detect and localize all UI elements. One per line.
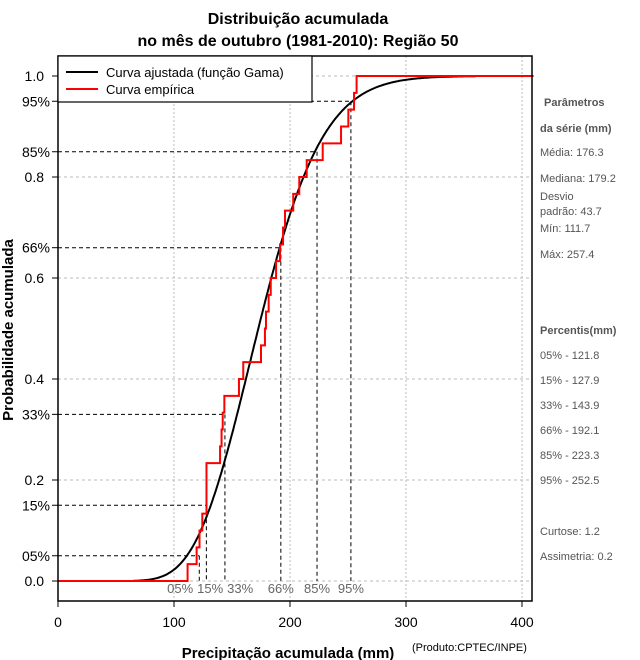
plot-frame <box>57 55 533 602</box>
y-tick-label: 0.8 <box>25 169 45 185</box>
x-tick-label: 200 <box>278 614 302 630</box>
y-tick-label: 0.4 <box>25 371 45 387</box>
param-min: Mín: 111.7 <box>540 223 590 235</box>
y-tick-label: 0.6 <box>25 270 45 286</box>
y-percentile-label: 66% <box>22 240 50 256</box>
percentis-title: Percentis(mm) <box>540 325 617 337</box>
x-axis-label: Precipitação acumulada (mm) <box>182 645 395 660</box>
params-title-2: da série (mm) <box>540 123 612 135</box>
x-tick-label: 0 <box>54 614 62 630</box>
pct-85: 85% - 223.3 <box>540 450 599 462</box>
grid-lines <box>57 56 532 601</box>
y-percentile-label: 33% <box>22 406 50 422</box>
chart-title-line1: Distribuição acumulada <box>208 11 389 28</box>
percentile-lines <box>58 100 352 581</box>
percentile-bottom-label: 95% <box>338 581 364 596</box>
legend-label-gamma: Curva ajustada (função Gama) <box>106 65 284 80</box>
y-axis: 0.0 0.2 0.4 0.6 0.8 1.0 05% 15% 33% 66% 85% 95% <box>22 68 58 589</box>
param-assimetria: Assimetria: 0.2 <box>540 551 613 563</box>
x-axis-note: (Produto:CPTEC/INPE) <box>412 642 527 654</box>
pct-95: 95% - 252.5 <box>540 475 599 487</box>
legend: Curva ajustada (função Gama) Curva empír… <box>57 55 313 103</box>
param-media: Média: 176.3 <box>540 147 604 159</box>
x-tick-label: 300 <box>394 614 418 630</box>
x-tick-label: 100 <box>162 614 186 630</box>
pct-33: 33% - 143.9 <box>540 400 599 412</box>
empirical-step-curve <box>58 75 534 582</box>
chart-title-line2: no mês de outubro (1981-2010): Região 50 <box>138 33 459 50</box>
percentile-bottom-label: 33% <box>227 581 253 596</box>
y-percentile-label: 85% <box>22 144 50 160</box>
param-max: Máx: 257.4 <box>540 249 594 261</box>
param-mediana: Mediana: 179.2 <box>540 173 616 185</box>
y-percentile-label: 05% <box>22 548 50 564</box>
side-panel: Parâmetros da série (mm) Média: 176.3 Me… <box>540 97 617 563</box>
y-tick-label: 1.0 <box>25 68 45 84</box>
param-curtose: Curtose: 1.2 <box>540 526 600 538</box>
pct-05: 05% - 121.8 <box>540 350 599 362</box>
y-tick-label: 0.2 <box>25 472 45 488</box>
legend-box <box>57 55 313 103</box>
percentile-labels: 05% 15% 33% 66% 85% 95% <box>167 581 364 596</box>
percentile-bottom-label: 66% <box>268 581 294 596</box>
x-tick-label: 400 <box>510 614 534 630</box>
percentile-bottom-label: 85% <box>304 581 330 596</box>
x-axis: 0 100 200 300 400 <box>54 600 534 630</box>
y-percentile-label: 95% <box>22 93 50 109</box>
param-desvio-2: padrão: 43.7 <box>540 206 602 218</box>
pct-15: 15% - 127.9 <box>540 375 599 387</box>
pct-66: 66% - 192.1 <box>540 425 599 437</box>
y-percentile-label: 15% <box>22 497 50 513</box>
curves <box>58 75 534 582</box>
percentile-bottom-label: 15% <box>197 581 223 596</box>
gamma-fit-curve <box>133 75 476 582</box>
y-tick-label: 0.0 <box>25 573 45 589</box>
legend-label-empirical: Curva empírica <box>106 82 195 97</box>
params-title-1: Parâmetros <box>544 97 605 109</box>
param-desvio-1: Desvio <box>540 191 574 203</box>
percentile-bottom-label: 05% <box>167 581 193 596</box>
y-axis-label: Probabilidade acumulada <box>0 238 17 420</box>
